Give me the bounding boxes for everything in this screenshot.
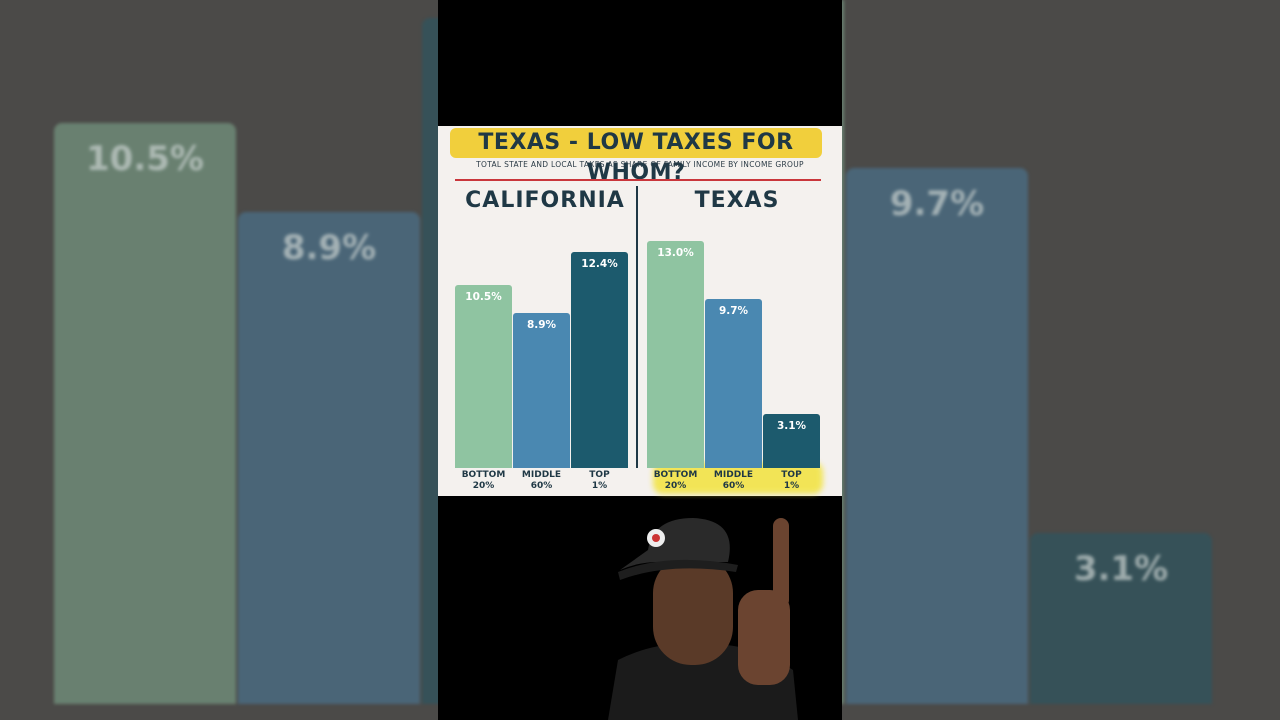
value-label: 10.5%	[465, 290, 502, 303]
value-label: 9.7%	[718, 304, 749, 317]
background-label: 10.5%	[86, 139, 204, 180]
subtitle: TOTAL STATE AND LOCAL TAXES AS SHARE OF …	[476, 160, 804, 169]
value-label: 8.9%	[526, 318, 557, 331]
rule	[455, 179, 821, 181]
bar	[647, 241, 704, 468]
video-frame: TEXAS - LOW TAXES FOR WHOM? TOTAL STATE …	[438, 0, 842, 720]
x-tick-label: TOP 1%	[781, 470, 802, 491]
chart-title: CALIFORNIA	[465, 188, 625, 213]
x-tick-label: BOTTOM 20%	[653, 470, 698, 491]
bar	[455, 284, 512, 468]
value-label: 13.0%	[657, 247, 694, 260]
value-label: 3.1%	[776, 419, 807, 432]
background-label: 9.7%	[889, 183, 985, 224]
x-tick-label: TOP 1%	[589, 470, 610, 491]
chart-image: TEXAS - LOW TAXES FOR WHOM? TOTAL STATE …	[438, 126, 842, 496]
background-label: 8.9%	[281, 227, 377, 268]
bar	[571, 251, 628, 468]
background-label: 3.1%	[1073, 548, 1169, 589]
bar	[513, 312, 570, 468]
background-bar	[1030, 532, 1212, 704]
x-tick-label: MIDDLE 60%	[713, 470, 754, 491]
background-bar	[54, 123, 236, 704]
x-tick-label: MIDDLE 60%	[521, 470, 562, 491]
bar	[763, 413, 820, 468]
chart-title: TEXAS	[694, 188, 780, 213]
background-bar	[846, 167, 1028, 704]
title: TEXAS - LOW TAXES FOR WHOM?	[450, 128, 822, 185]
presenter	[608, 518, 798, 720]
value-label: 12.4%	[581, 257, 618, 270]
x-tick-label: BOTTOM 20%	[461, 470, 506, 491]
divider	[636, 186, 638, 468]
background-bar	[238, 211, 420, 704]
bar	[705, 298, 762, 468]
